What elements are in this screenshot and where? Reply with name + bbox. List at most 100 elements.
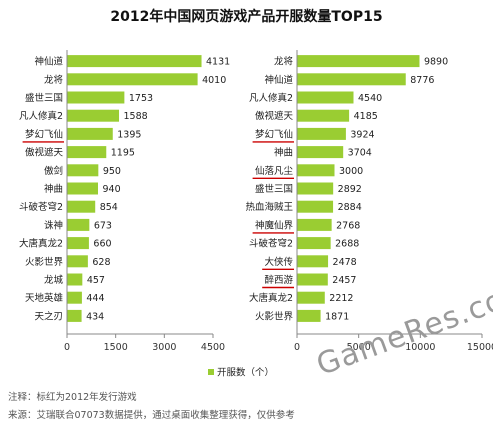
category-label: 龙城 — [44, 274, 64, 286]
x-tick-label: 5000 — [347, 342, 371, 353]
bar-value-label: 2212 — [329, 293, 353, 304]
bar — [67, 255, 88, 268]
bar-value-label: 673 — [94, 220, 112, 231]
bar-value-label: 9890 — [424, 57, 448, 68]
bar-value-label: 457 — [87, 275, 105, 286]
bar — [297, 164, 335, 177]
category-label: 火影世界 — [255, 310, 294, 322]
category-label: 盛世三国 — [255, 183, 293, 195]
bar — [67, 55, 202, 68]
bar — [297, 273, 328, 286]
bar-value-label: 1588 — [124, 111, 148, 122]
category-label: 神仙道 — [34, 56, 63, 68]
bar-value-label: 950 — [103, 166, 121, 177]
category-label: 龙将 — [274, 56, 294, 68]
bar-value-label: 3924 — [350, 129, 374, 140]
category-label: 天地英雄 — [25, 292, 64, 304]
bar — [67, 73, 198, 86]
category-label: 凡人修真2 — [19, 110, 63, 122]
bar — [297, 91, 354, 104]
bar-value-label: 1395 — [117, 129, 141, 140]
bar — [297, 291, 325, 304]
bar-value-label: 1753 — [129, 93, 153, 104]
bar — [67, 237, 89, 250]
bar — [297, 109, 350, 122]
category-label: 热血海贼王 — [245, 201, 293, 213]
x-tick-label: 10000 — [405, 342, 435, 353]
x-tick-label: 3000 — [152, 342, 176, 353]
category-label: 凡人修真2 — [249, 92, 293, 104]
bar — [297, 309, 321, 322]
bar — [297, 218, 332, 231]
footnote-note: 注释：标红为2012年发行游戏 — [8, 392, 137, 403]
bar — [67, 182, 98, 195]
bar-value-label: 660 — [93, 239, 111, 250]
category-label: 火影世界 — [25, 256, 64, 268]
bar-value-label: 8776 — [410, 75, 434, 86]
x-tick-label: 0 — [294, 342, 300, 353]
bar — [67, 146, 107, 159]
category-label: 诛神 — [44, 219, 63, 231]
bar-value-label: 3000 — [339, 166, 363, 177]
bar-value-label: 4540 — [358, 93, 382, 104]
bar — [67, 309, 82, 322]
bar-value-label: 2884 — [338, 202, 362, 213]
bar-value-label: 4010 — [202, 75, 226, 86]
category-label: 神仙道 — [264, 74, 293, 86]
bar-value-label: 2688 — [335, 239, 359, 250]
bar — [297, 200, 334, 213]
bar-value-label: 2892 — [338, 184, 362, 195]
x-tick-label: 0 — [64, 342, 70, 353]
bar — [297, 237, 331, 250]
bar — [297, 55, 420, 68]
category-label: 梦幻飞仙 — [25, 128, 63, 140]
bar-value-label: 4185 — [354, 111, 378, 122]
x-tick-label: 4500 — [201, 342, 225, 353]
bar — [297, 146, 344, 159]
bar-value-label: 940 — [102, 184, 120, 195]
bar — [67, 91, 125, 104]
bar — [67, 218, 90, 231]
category-label: 大唐真龙2 — [249, 292, 293, 304]
legend-label: 开服数（个） — [217, 367, 274, 379]
category-label: 天之刃 — [34, 310, 63, 322]
category-label: 大唐真龙2 — [19, 238, 63, 250]
category-label: 醉西游 — [264, 274, 293, 286]
footnote-source: 来源：艾瑞联合07073数据提供，通过桌面收集整理获得，仅供参考 — [8, 410, 295, 421]
category-label: 斗破苍穹2 — [249, 238, 293, 250]
category-label: 盛世三国 — [25, 92, 63, 104]
category-label: 斗破苍穹2 — [19, 201, 63, 213]
bar — [297, 73, 406, 86]
bar-value-label: 4131 — [206, 57, 230, 68]
category-label: 神曲 — [274, 147, 293, 159]
chart-canvas: 0 1500 3000 4500 神仙道 4131 龙将 4010 盛世三国 1753 凡人修真2 1… — [19, 50, 493, 379]
category-label: 仙落凡尘 — [255, 165, 294, 177]
bar — [67, 109, 120, 122]
category-label: 傲剑 — [44, 165, 63, 177]
category-label: 神魔仙界 — [255, 219, 294, 231]
bar — [67, 291, 82, 304]
bar-value-label: 628 — [92, 257, 110, 268]
bar — [297, 127, 346, 140]
category-label: 神曲 — [44, 183, 63, 195]
bar-value-label: 3704 — [348, 148, 372, 159]
bar-value-label: 434 — [86, 311, 104, 322]
bar-value-label: 854 — [100, 202, 118, 213]
bar-value-label: 2457 — [332, 275, 356, 286]
bar — [297, 182, 334, 195]
bar — [297, 255, 329, 268]
bar — [67, 164, 99, 177]
bar-value-label: 1871 — [325, 311, 349, 322]
bar-value-label: 2478 — [333, 257, 357, 268]
bar-value-label: 2768 — [336, 220, 360, 231]
bar — [67, 127, 113, 140]
category-label: 傲视遮天 — [255, 110, 294, 122]
bar-value-label: 444 — [86, 293, 104, 304]
x-tick-label: 1500 — [104, 342, 128, 353]
bar — [67, 273, 83, 286]
bar-value-label: 1195 — [111, 148, 135, 159]
chart-title: 2012年中国网页游戏产品开服数量TOP15 — [110, 9, 383, 25]
category-label: 傲视遮天 — [25, 147, 64, 159]
legend-swatch — [208, 369, 214, 375]
category-label: 梦幻飞仙 — [255, 128, 293, 140]
